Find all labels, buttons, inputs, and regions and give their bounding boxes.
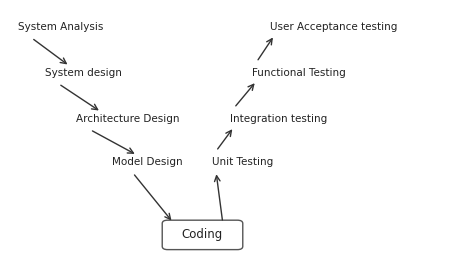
Text: System design: System design [45, 68, 122, 78]
FancyBboxPatch shape [162, 220, 243, 249]
Text: System Analysis: System Analysis [18, 22, 104, 32]
Text: Functional Testing: Functional Testing [252, 68, 346, 78]
Text: Coding: Coding [182, 228, 223, 241]
Text: Unit Testing: Unit Testing [212, 157, 273, 167]
Text: Model Design: Model Design [112, 157, 183, 167]
Text: Architecture Design: Architecture Design [76, 114, 180, 124]
Text: User Acceptance testing: User Acceptance testing [270, 22, 397, 32]
Text: Integration testing: Integration testing [230, 114, 327, 124]
